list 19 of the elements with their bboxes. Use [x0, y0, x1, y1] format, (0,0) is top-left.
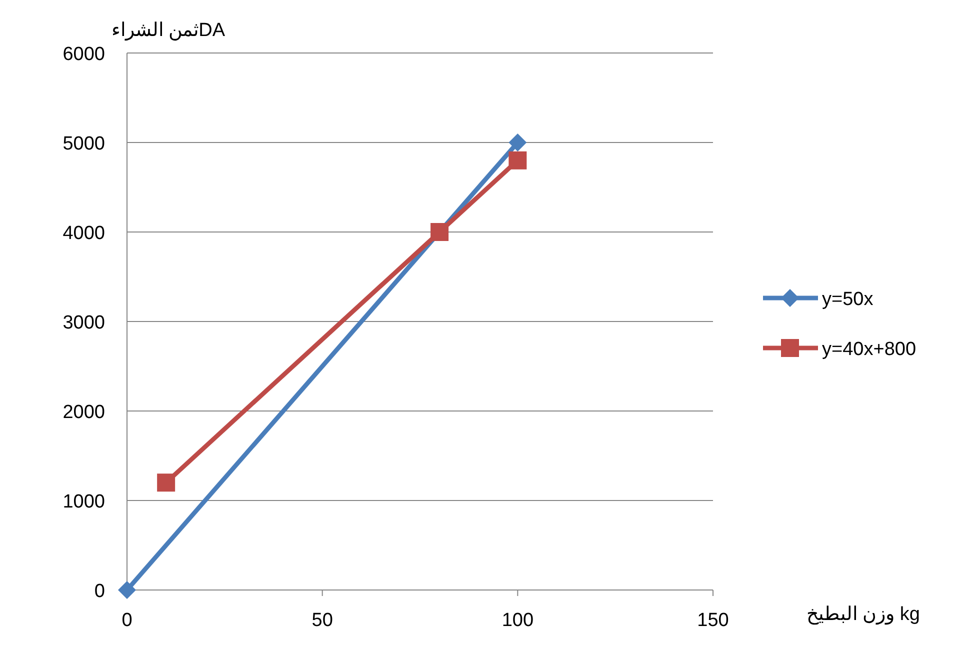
- legend-label: y=50x: [822, 289, 874, 310]
- y-tick-label: 0: [94, 581, 105, 602]
- point: [508, 151, 527, 170]
- y-tick-label: 1000: [62, 492, 105, 512]
- x-tick-label: 150: [697, 610, 729, 631]
- y-tick-label: 3000: [62, 312, 105, 334]
- y-tick-label: 5000: [62, 134, 105, 154]
- y-axis-title: ثمن الشراءDA: [111, 20, 226, 41]
- y-tick-label: 2000: [62, 402, 105, 423]
- x-tick-label: 50: [312, 610, 333, 631]
- point: [157, 474, 176, 492]
- y-tick-label: 4000: [62, 223, 105, 244]
- legend-label: y=40x+800: [822, 339, 916, 360]
- point: [118, 581, 136, 599]
- x-tick-label: 100: [502, 610, 534, 631]
- x-axis-title: وزن البطيخ kg: [806, 604, 920, 625]
- point: [508, 134, 527, 152]
- x-tick-label: 0: [122, 610, 132, 631]
- y-tick-label: 6000: [62, 44, 105, 65]
